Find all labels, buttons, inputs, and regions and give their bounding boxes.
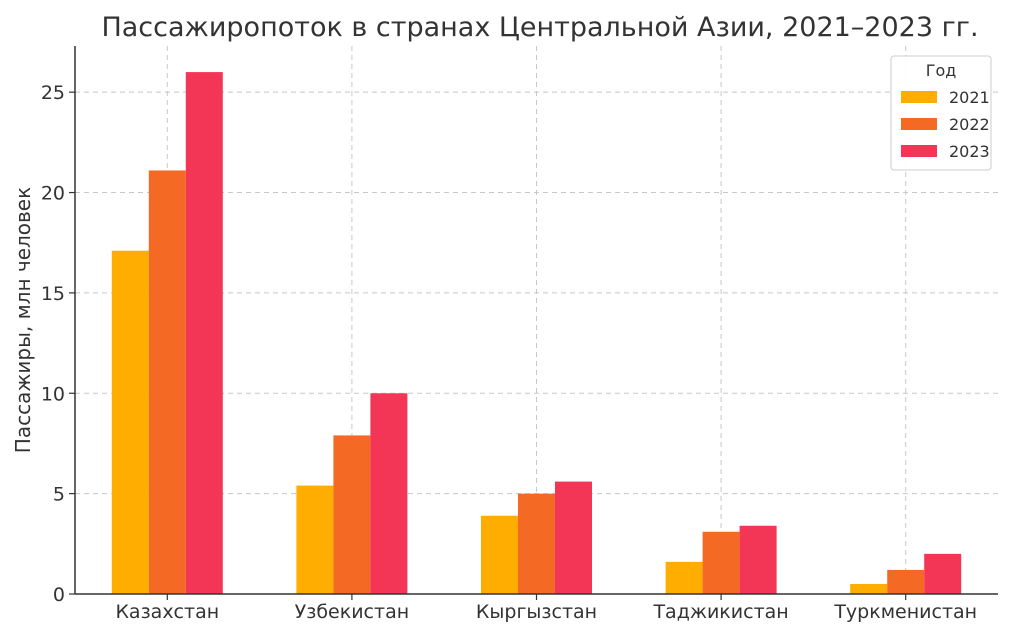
bar-2022-2 bbox=[518, 493, 555, 594]
bars bbox=[111, 72, 962, 595]
y-tick-label: 10 bbox=[41, 383, 65, 405]
bar-2021-0 bbox=[111, 250, 149, 594]
axes: 0 5 10 15 20 25 Казахстан Узбекистан Кыргызстан Т… bbox=[41, 46, 998, 623]
bar-2023-2 bbox=[555, 481, 592, 594]
x-tick-label: Узбекистан bbox=[295, 601, 410, 623]
bar-2021-2 bbox=[481, 515, 518, 594]
bar-2023-3 bbox=[739, 525, 777, 594]
bar-2023-1 bbox=[370, 393, 408, 594]
y-axis-label: Пассажиры, млн человек bbox=[11, 187, 35, 453]
legend: Год 2021 2022 2023 bbox=[890, 55, 992, 171]
legend-swatch-2023 bbox=[901, 145, 937, 157]
bar-2023-0 bbox=[185, 72, 223, 595]
legend-swatch-2022 bbox=[901, 118, 937, 130]
chart-title: Пассажиропоток в странах Центральной Ази… bbox=[101, 12, 978, 43]
legend-label-2022: 2022 bbox=[949, 115, 990, 134]
legend-label-2021: 2021 bbox=[949, 88, 990, 107]
legend-swatch-2021 bbox=[901, 91, 937, 103]
x-tick-label: Таджикистан bbox=[652, 601, 788, 623]
bar-2021-3 bbox=[665, 561, 703, 594]
legend-label-2023: 2023 bbox=[949, 142, 990, 161]
y-tick-label: 0 bbox=[53, 584, 65, 606]
x-tick-label: Казахстан bbox=[115, 601, 219, 623]
y-tick-label: 20 bbox=[41, 183, 65, 205]
bar-2022-4 bbox=[887, 569, 925, 594]
y-tick-label: 25 bbox=[41, 82, 65, 104]
bar-2022-1 bbox=[333, 435, 371, 594]
x-tick-label: Туркменистан bbox=[833, 601, 977, 623]
legend-box bbox=[890, 55, 992, 171]
y-tick-label: 15 bbox=[41, 283, 65, 305]
bar-2023-4 bbox=[924, 553, 962, 594]
bar-2022-0 bbox=[148, 170, 186, 594]
bar-2021-4 bbox=[850, 583, 888, 594]
legend-title: Год bbox=[926, 61, 957, 80]
x-tick-label: Кыргызстан bbox=[476, 601, 597, 623]
bar-2021-1 bbox=[296, 485, 334, 594]
y-tick-label: 5 bbox=[53, 484, 65, 506]
bar-2022-3 bbox=[702, 531, 740, 594]
